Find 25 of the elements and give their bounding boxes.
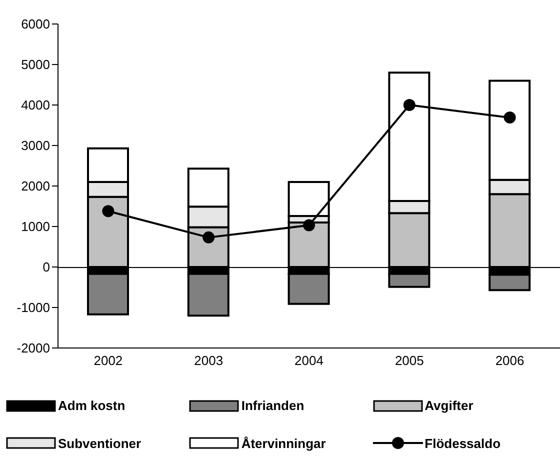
x-tick-label: 2005 [394,353,424,368]
point [403,99,416,111]
y-tick-label: -1000 [16,300,50,316]
y-tick-label: 3000 [21,138,50,154]
y-tick-label: 0 [42,260,50,275]
legend-label: Flödessaldo [424,436,501,450]
x-tick-label: 2004 [294,353,324,368]
point [303,219,315,232]
legend-label: Adm kostn [58,398,126,413]
x-tick-label: 2002 [94,353,123,368]
x-tick-label: 2006 [495,353,524,368]
point [202,231,215,244]
legend-label: Subventioner [58,436,142,450]
x-tick-label: 2003 [194,353,224,368]
point [102,205,114,218]
legend-label: Avgifter [424,398,474,413]
legend-label: Återvinningar [241,436,326,450]
legend-label: Infrianden [241,398,304,413]
y-tick-label: 6000 [21,16,50,32]
y-tick-label: 2000 [21,178,50,194]
y-tick-label: 4000 [21,98,50,113]
y-tick-label: 5000 [21,57,50,72]
y-tick-label: -2000 [16,340,50,356]
point [504,112,516,124]
y-tick-label: 1000 [21,219,50,234]
